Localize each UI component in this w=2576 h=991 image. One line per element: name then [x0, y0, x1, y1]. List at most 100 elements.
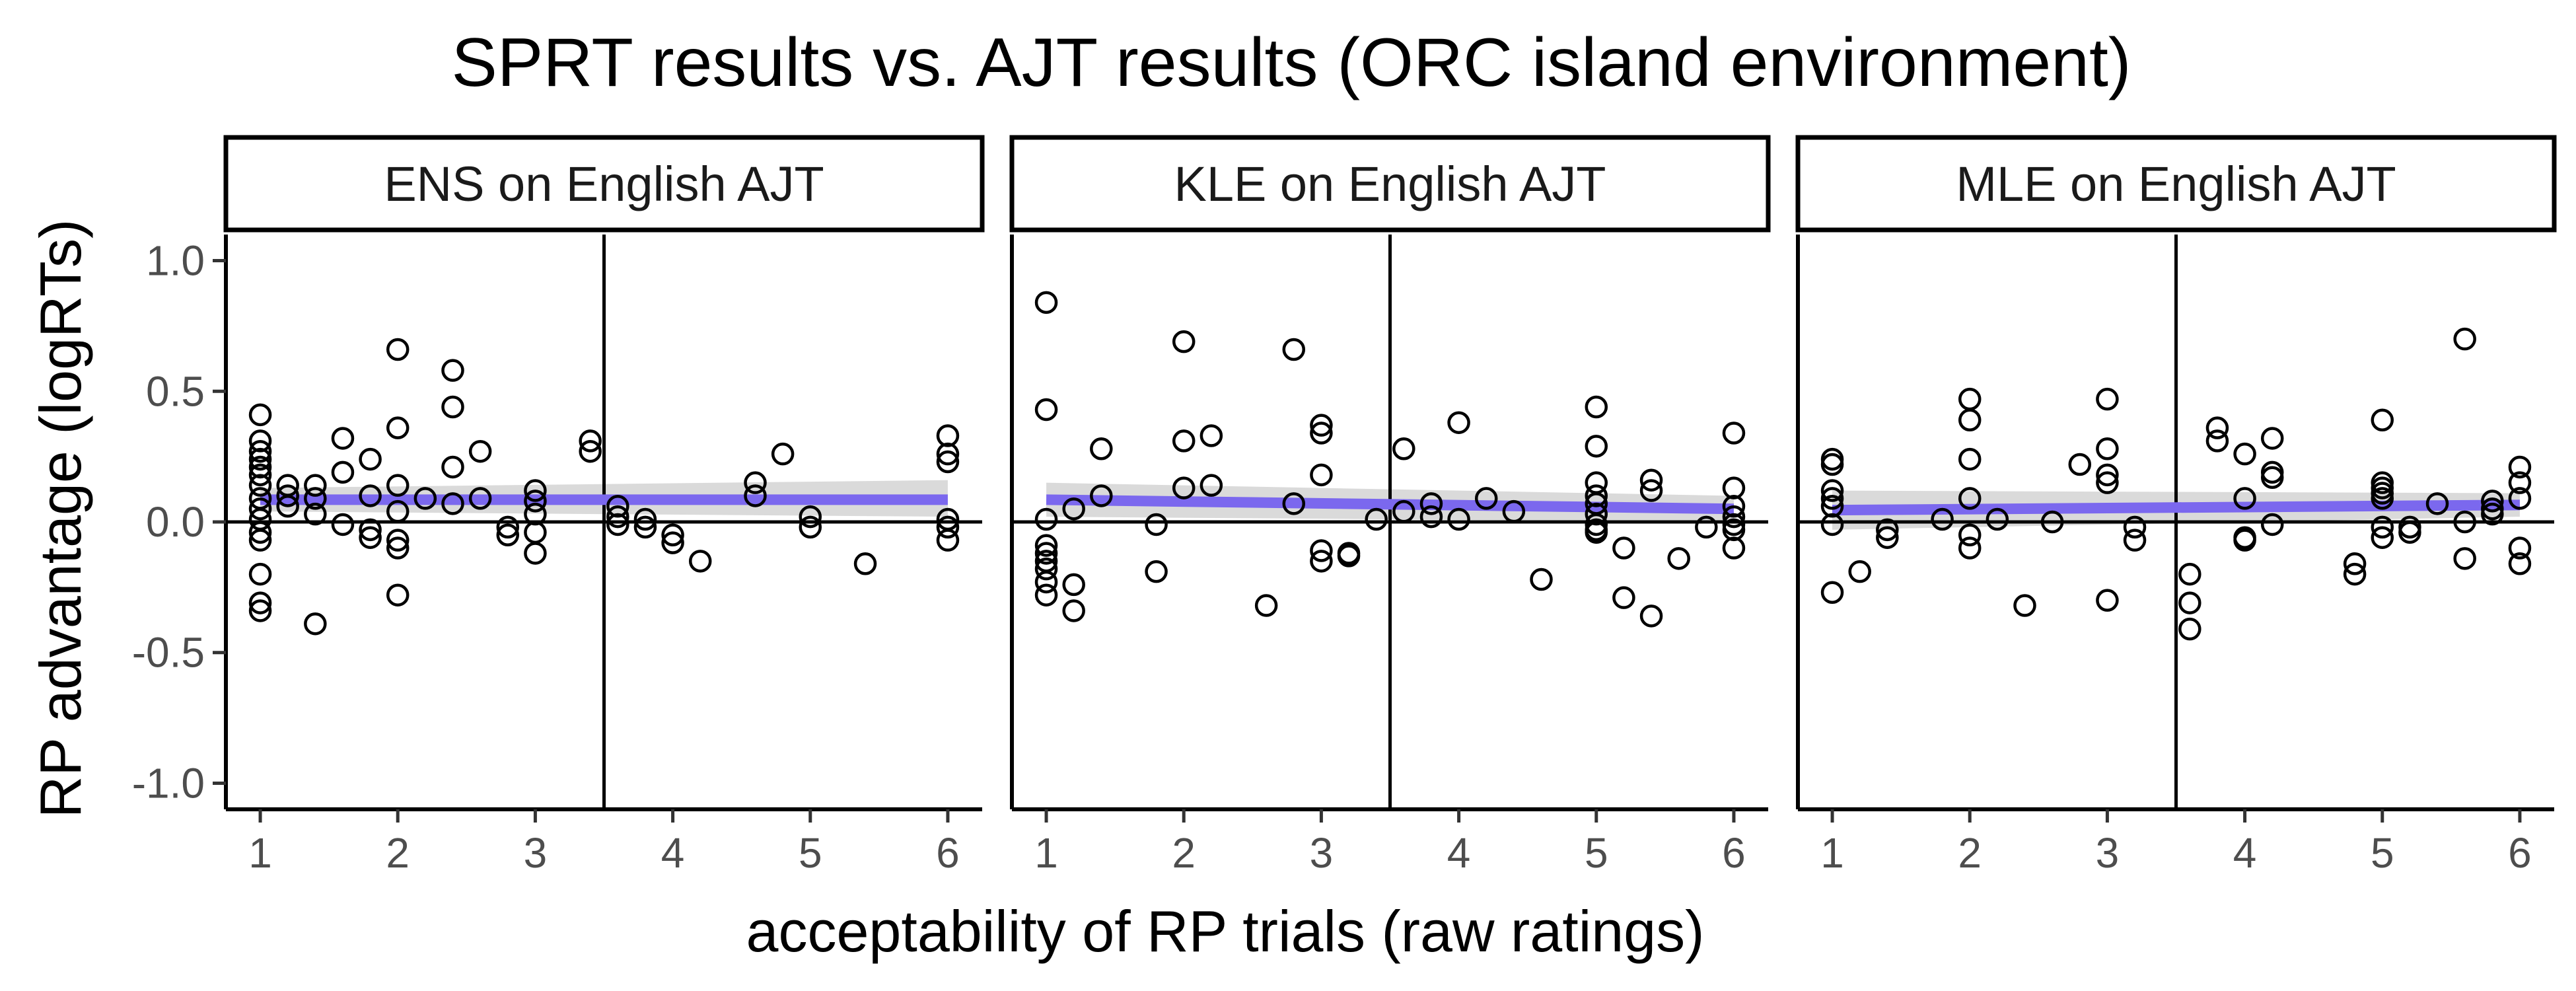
- data-point: [248, 447, 272, 471]
- data-point: [468, 487, 492, 510]
- data-point: [744, 471, 767, 494]
- data-point: [248, 474, 272, 497]
- data-point: [248, 521, 272, 544]
- data-point: [661, 523, 684, 547]
- data-point: [2371, 526, 2394, 549]
- data-point: [1722, 422, 1746, 445]
- data-point: [1667, 547, 1690, 570]
- x-tick-label: 1: [248, 829, 272, 877]
- facet-panel-1: ENS on English AJT 1 2 3 4 5 6 1.0 0.5 0.0 -0.5 -1.…: [132, 135, 985, 877]
- data-point: [248, 497, 272, 521]
- data-point: [1310, 539, 1333, 562]
- x-tick-label: 2: [1958, 829, 1982, 877]
- x-tick-label: 5: [799, 829, 822, 877]
- data-point: [248, 562, 272, 586]
- data-point: [1958, 408, 1982, 432]
- data-point: [2260, 427, 2284, 450]
- data-point: [248, 439, 272, 463]
- data-point: [1820, 479, 1844, 502]
- data-point: [441, 492, 464, 515]
- data-point: [1722, 536, 1746, 560]
- x-tick-label: 6: [936, 829, 960, 877]
- data-point: [496, 523, 520, 547]
- data-point: [1172, 476, 1196, 499]
- data-point: [2481, 502, 2504, 526]
- data-point: [276, 484, 299, 507]
- data-point: [1958, 536, 1982, 560]
- data-point: [2453, 510, 2476, 534]
- data-point: [1585, 502, 1608, 526]
- data-point: [936, 450, 960, 474]
- facet-panel-2: KLE on English AJT 1 2 3 4 5 6: [1009, 135, 1771, 877]
- data-point: [1282, 492, 1306, 515]
- data-point: [1820, 487, 1844, 510]
- data-point: [2233, 529, 2256, 552]
- data-point: [1585, 521, 1608, 544]
- data-point: [2013, 594, 2036, 617]
- y-tick-label: 0.5: [146, 367, 205, 415]
- x-tick-label: 6: [1722, 829, 1746, 877]
- data-point: [661, 531, 684, 554]
- data-point: [2371, 515, 2394, 539]
- strip-label: MLE on English AJT: [1956, 157, 2396, 211]
- data-point: [936, 442, 960, 466]
- chart-title: SPRT results vs. AJT results (ORC island…: [451, 24, 2131, 101]
- strip-label: KLE on English AJT: [1174, 157, 1606, 211]
- data-point: [771, 442, 795, 466]
- strip-box: [1795, 135, 2557, 233]
- data-point: [1722, 495, 1746, 518]
- data-point: [386, 536, 410, 560]
- data-point: [2233, 442, 2256, 466]
- data-point: [1820, 495, 1844, 518]
- data-point: [2123, 529, 2147, 552]
- data-point: [1612, 536, 1635, 560]
- x-tick-label: 4: [1447, 829, 1471, 877]
- x-tick-label: 5: [2371, 829, 2394, 877]
- data-point: [1419, 492, 1443, 515]
- data-point: [853, 552, 877, 575]
- strip-box: [223, 135, 985, 233]
- data-point: [579, 439, 602, 463]
- data-point: [1145, 560, 1168, 583]
- data-point: [1502, 499, 1526, 523]
- data-point: [2205, 429, 2229, 453]
- data-point: [386, 499, 410, 523]
- data-point: [2425, 492, 2449, 515]
- data-point: [1958, 523, 1982, 547]
- data-point: [744, 484, 767, 507]
- fit-line: [1832, 499, 2521, 516]
- data-point: [1585, 395, 1608, 419]
- y-tick-label: -1.0: [132, 759, 205, 807]
- data-point: [2096, 471, 2119, 494]
- data-point: [1034, 534, 1058, 557]
- data-point: [2260, 513, 2284, 536]
- data-point: [248, 599, 272, 622]
- data-point: [1474, 487, 1498, 510]
- data-point: [2178, 617, 2201, 641]
- data-point: [524, 479, 547, 502]
- data-point: [1639, 605, 1663, 628]
- data-point: [248, 463, 272, 487]
- data-point: [1695, 515, 1718, 539]
- data-point: [1034, 583, 1058, 606]
- data-point: [1612, 586, 1635, 609]
- data-point: [1282, 338, 1306, 361]
- data-point: [1310, 414, 1333, 437]
- data-point: [1337, 544, 1361, 568]
- x-tick-label: 4: [661, 829, 685, 877]
- facet-panels: ENS on English AJT 1 2 3 4 5 6 1.0 0.5 0.0 -0.5 -1.…: [132, 135, 2557, 877]
- data-point: [524, 490, 547, 513]
- data-point: [1254, 594, 1278, 617]
- x-tick-label: 2: [386, 829, 410, 877]
- x-tick-label: 3: [524, 829, 548, 877]
- data-point: [386, 416, 410, 439]
- data-point: [1958, 487, 1982, 510]
- strip-box: [1009, 135, 1771, 233]
- data-point: [2508, 471, 2532, 494]
- x-tick-label: 1: [1820, 829, 1844, 877]
- data-point: [331, 460, 355, 484]
- data-point: [1199, 424, 1223, 447]
- data-point: [1310, 422, 1333, 445]
- data-point: [2178, 562, 2201, 586]
